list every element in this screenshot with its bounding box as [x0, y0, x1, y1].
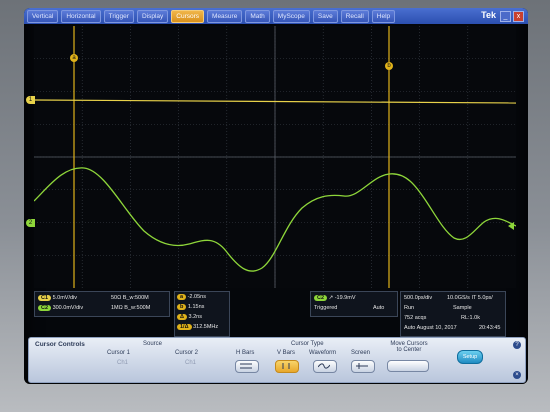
- ch1-ground-marker[interactable]: 1: [26, 96, 35, 104]
- hbars-label: H Bars: [236, 350, 255, 356]
- run-state: Run: [404, 305, 415, 311]
- cursor-a-badge: a: [177, 294, 187, 300]
- cursor-a-value: -2.05ns: [187, 294, 206, 300]
- screen-icon: [356, 363, 368, 369]
- acq-auto: Auto: [404, 325, 416, 331]
- timebase-readout-panel[interactable]: 500.0ps/div 10.0GS/s IT 5.0ps/ Run Sampl…: [400, 291, 506, 337]
- trigger-state: Triggered: [314, 305, 338, 311]
- panel-title: Cursor Controls: [35, 341, 85, 348]
- cursor1-source-select[interactable]: Ch1: [117, 360, 129, 366]
- vbars-label: V Bars: [277, 350, 296, 356]
- trigger-level-marker[interactable]: [508, 222, 514, 230]
- ch1-bandwidth: B_w:500M: [122, 295, 149, 301]
- horizontal-scale: 500.0ps/div: [404, 295, 433, 301]
- interp-scale: 5.0ps/: [477, 295, 493, 301]
- ch1-trace: [34, 99, 516, 104]
- menu-cursors[interactable]: Cursors: [171, 9, 205, 23]
- vbars-button[interactable]: [275, 360, 299, 373]
- trigger-mode: Auto: [373, 305, 385, 311]
- ch2-trace: [34, 167, 516, 272]
- close-button[interactable]: x: [513, 11, 524, 22]
- screen-label: Screen: [351, 350, 371, 356]
- channel-readout-panel[interactable]: C1 5.0mV/div 50Ω B_w:500M C2 300.0mV/div…: [34, 291, 170, 317]
- waveform-icon: [318, 363, 330, 369]
- ch1-coupling: 50Ω: [111, 295, 122, 301]
- ch2-scale: 300.0mV/div: [52, 305, 84, 311]
- brand-logo: Tek: [481, 10, 496, 20]
- menu-display[interactable]: Display: [136, 9, 169, 23]
- cursor2-source-select[interactable]: Ch1: [185, 360, 197, 366]
- cursor2-label: Cursor 2: [175, 350, 199, 356]
- cursor1-label: Cursor 1: [107, 350, 131, 356]
- help-icon[interactable]: ?: [513, 341, 521, 349]
- cursor-controls-panel: Cursor Controls Source Cursor 1 Ch1 Curs…: [28, 337, 526, 383]
- acquisition-mode: Sample: [453, 305, 472, 311]
- menu-recall[interactable]: Recall: [340, 9, 369, 23]
- waveform-button[interactable]: [313, 360, 337, 373]
- ch1-scale: 5.0mV/div: [52, 295, 78, 301]
- ch2-ground-marker[interactable]: 2: [26, 219, 35, 227]
- hbars-button[interactable]: [235, 360, 259, 373]
- cursor-delta-value: 3.2ns: [188, 314, 202, 320]
- cursor-b-value: 1.15ns: [187, 304, 205, 310]
- it-label: IT: [471, 295, 477, 301]
- cursor-a-marker[interactable]: a: [70, 54, 78, 62]
- waveform-graticule[interactable]: a b 1 2: [26, 26, 516, 288]
- menu-myscope[interactable]: MyScope: [272, 9, 310, 23]
- menu-save[interactable]: Save: [312, 9, 338, 23]
- acquisition-count: 752 acqs: [404, 315, 427, 321]
- acq-date: August 10, 2017: [416, 325, 457, 331]
- menu-math[interactable]: Math: [245, 9, 270, 23]
- status-readouts: C1 5.0mV/div 50Ω B_w:500M C2 300.0mV/div…: [34, 291, 528, 337]
- move-cursors-button[interactable]: [387, 360, 429, 372]
- hbars-icon: [240, 363, 252, 369]
- move-cursors-label: Move Cursors to Center: [390, 341, 428, 353]
- acq-time: 20:43:45: [479, 325, 501, 331]
- trigger-readout-panel[interactable]: C2 ↗ -19.9mV Triggered Auto: [310, 291, 398, 317]
- ch2-bandwidth: B_w:500M: [124, 305, 151, 311]
- cursor-readout-panel[interactable]: a -2.05ns b 1.15ns Δ 3.2ns 1/Δ 312.5MHz: [174, 291, 230, 337]
- trigger-level: -19.9mV: [334, 295, 356, 301]
- menu-help[interactable]: Help: [371, 9, 396, 23]
- minimize-button[interactable]: _: [500, 11, 511, 22]
- ch2-badge: C2: [38, 305, 52, 311]
- menu-horizontal[interactable]: Horizontal: [61, 9, 101, 23]
- record-length: RL:1.0k: [461, 315, 480, 321]
- ch2-coupling: 1MΩ: [111, 305, 123, 311]
- close-panel-icon[interactable]: ×: [513, 371, 521, 379]
- source-label: Source: [143, 341, 163, 347]
- sample-rate: 10.0GS/s: [447, 295, 470, 301]
- cursor-delta-badge: Δ: [177, 314, 187, 320]
- cursor-b-badge: b: [177, 304, 187, 310]
- screen-button[interactable]: [351, 360, 375, 373]
- cursor-inverse-badge: 1/Δ: [177, 324, 192, 330]
- cursor-type-label: Cursor Type: [291, 341, 324, 347]
- menu-bar: Vertical Horizontal Trigger Display Curs…: [24, 8, 528, 24]
- trigger-slope-icon: ↗: [328, 295, 334, 301]
- menu-measure[interactable]: Measure: [207, 9, 243, 23]
- graticule-svg: [34, 26, 516, 288]
- menu-vertical[interactable]: Vertical: [27, 9, 59, 23]
- setup-button[interactable]: Setup: [457, 350, 483, 364]
- menu-trigger[interactable]: Trigger: [103, 9, 134, 23]
- vbars-icon: [282, 363, 290, 369]
- cursor-inverse-value: 312.5MHz: [193, 324, 219, 330]
- ch1-badge: C1: [38, 295, 52, 301]
- trigger-source-badge: C2: [314, 295, 328, 301]
- cursor-b-marker[interactable]: b: [385, 62, 393, 70]
- waveform-label: Waveform: [309, 350, 337, 356]
- scope-screen: Vertical Horizontal Trigger Display Curs…: [24, 8, 528, 384]
